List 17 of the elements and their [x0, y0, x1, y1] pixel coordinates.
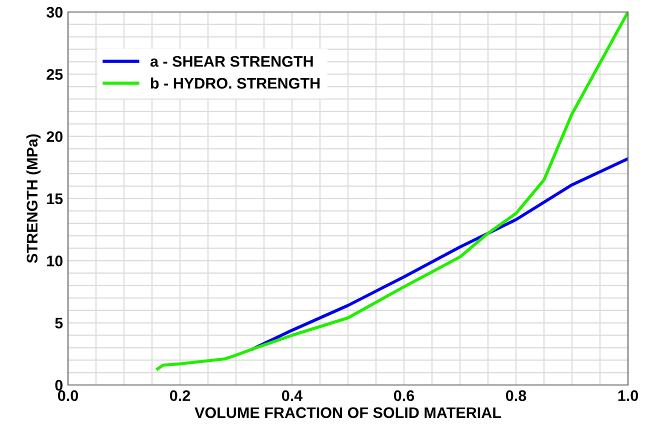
y-tick-label: 20: [46, 131, 63, 142]
y-tick-label: 10: [47, 256, 63, 266]
y-tick-label: 5: [55, 318, 63, 329]
x-tick-label: 1.0: [618, 390, 638, 402]
y-tick-label: 30: [46, 6, 63, 18]
legend-label: b - HYDRO. STRENGTH: [150, 77, 320, 89]
x-tick-label: 0.4: [282, 390, 303, 402]
y-tick-label: 25: [46, 69, 63, 80]
x-axis-title: VOLUME FRACTION OF SOLID MATERIAL: [194, 407, 502, 418]
y-tick-label: 15: [47, 194, 63, 204]
x-tick-label: 0.6: [394, 390, 414, 402]
x-tick-label: 0.2: [170, 390, 190, 402]
y-tick-label: 0: [55, 380, 63, 391]
legend-label: a - SHEAR STRENGTH: [150, 56, 313, 67]
y-axis-title: STRENGTH (MPa): [26, 134, 41, 263]
x-tick-label: 0.0: [58, 390, 78, 402]
x-tick-label: 0.8: [506, 390, 526, 402]
